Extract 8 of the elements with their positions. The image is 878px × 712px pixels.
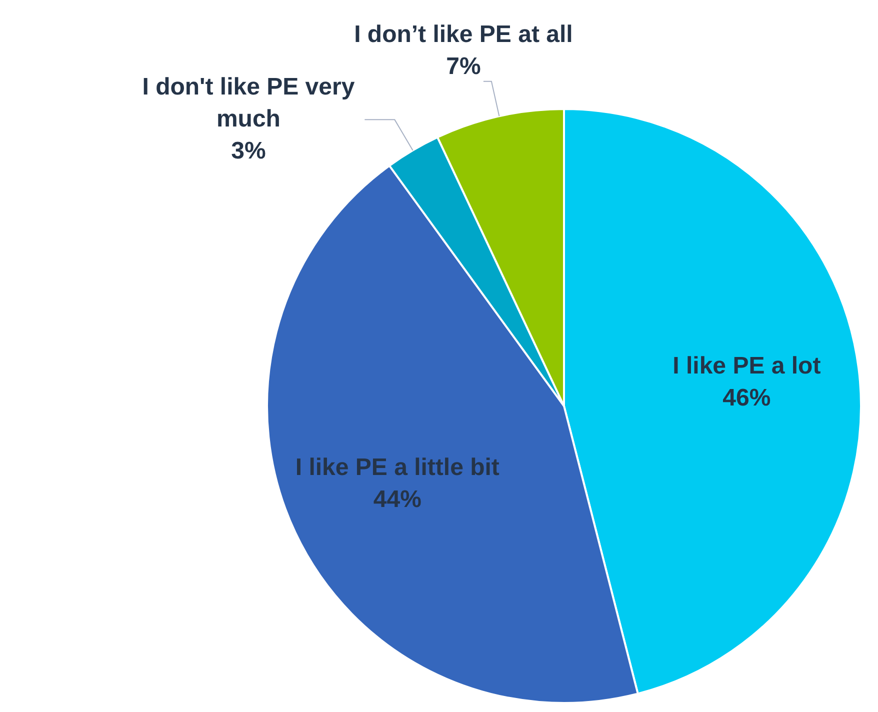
data-label: 7% — [446, 52, 481, 80]
data-label: 3% — [231, 137, 266, 164]
slice-label: I don't like PE very much — [142, 73, 356, 132]
slice-label: I don’t like PE at all — [354, 20, 573, 48]
data-label: 46% — [722, 384, 771, 412]
slice-label: I like PE a little bit — [295, 454, 500, 482]
data-label: 44% — [373, 486, 422, 514]
slice-label: I like PE a lot — [672, 352, 821, 380]
